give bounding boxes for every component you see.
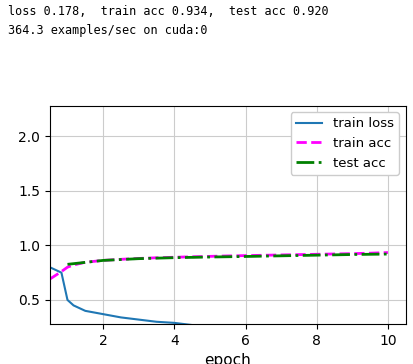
Text: 364.3 examples/sec on cuda:0: 364.3 examples/sec on cuda:0 [8,24,207,37]
Legend: train loss, train acc, test acc: train loss, train acc, test acc [290,112,398,175]
Text: loss 0.178,  train acc 0.934,  test acc 0.920: loss 0.178, train acc 0.934, test acc 0.… [8,5,328,19]
X-axis label: epoch: epoch [204,353,250,364]
